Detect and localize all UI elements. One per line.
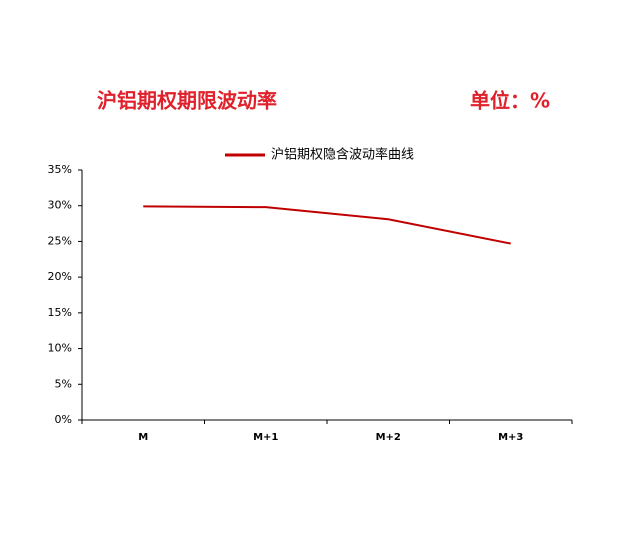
unit-label: 单位：% [470, 89, 550, 113]
y-tick-label: 10% [48, 342, 72, 355]
y-tick-label: 15% [48, 306, 72, 319]
y-tick-label: 20% [48, 270, 72, 283]
y-tick-label: 30% [48, 199, 72, 212]
y-tick-label: 0% [55, 413, 72, 426]
legend-label: 沪铝期权隐含波动率曲线 [271, 147, 414, 163]
x-tick-label: M+1 [253, 432, 278, 443]
x-tick-label: M+2 [376, 432, 401, 443]
y-tick-label: 25% [48, 234, 72, 247]
x-tick-label: M [138, 432, 148, 443]
x-tick-label: M+3 [498, 432, 523, 443]
chart-title: 沪铝期权期限波动率 [97, 89, 277, 113]
y-tick-label: 35% [48, 163, 72, 176]
y-tick-label: 5% [55, 377, 72, 390]
data-line [143, 205, 511, 245]
